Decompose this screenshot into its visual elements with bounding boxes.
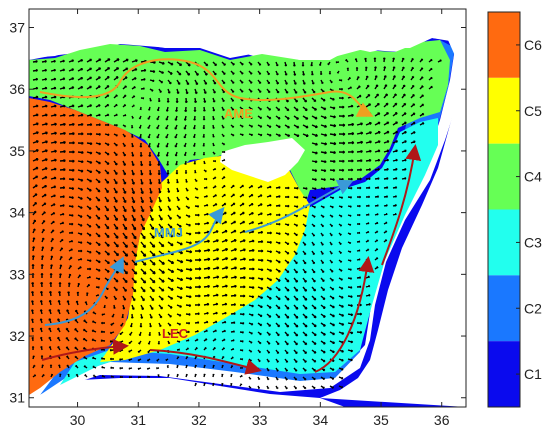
region-c2 [40,40,455,395]
y-tick-label: 36 [9,81,25,97]
levant-land [320,60,466,407]
lec-current-path [41,338,129,361]
region-c4 [29,40,450,205]
colorbar-label: C3 [524,234,542,250]
y-tick-label: 35 [9,143,25,159]
colorbar-label: C6 [524,37,542,53]
y-axis: 31 32 33 34 35 36 37 [9,20,466,406]
ame-current-path [39,58,374,117]
region-c6 [29,98,162,395]
lec-label: LEC [162,326,189,341]
colorbar-label: C2 [524,300,542,316]
x-tick-label: 35 [373,412,389,428]
x-tick-label: 30 [70,412,86,428]
colorbar: C6 C5 C4 C3 C2 C1 [487,11,542,408]
y-tick-label: 37 [9,20,25,36]
mmj-label: MMJ [154,225,183,240]
velocity-arrows [31,57,442,390]
plot-frame [28,8,467,408]
colorbar-swatch [488,143,520,210]
ame-label: AME [224,106,253,121]
lec-current-path-4 [381,144,422,266]
anatolia-land [29,9,466,60]
mmj-current-path [44,256,124,326]
colorbar-label: C1 [524,366,542,382]
region-c3 [60,118,438,385]
colorbar-swatch [488,275,520,342]
mmj-current-path-2 [134,206,225,263]
colorbar-label: C5 [524,103,542,119]
egypt-land [29,378,345,407]
sea-surface-classes: AME MMJ LEC [29,9,466,407]
y-tick-label: 32 [9,328,25,344]
colorbar-swatch [488,209,520,276]
lec-current-path-3 [314,256,375,373]
x-tick-label: 32 [191,412,207,428]
x-tick-label: 31 [130,412,146,428]
colorbar-swatch [488,341,520,407]
y-tick-label: 34 [9,205,25,221]
y-tick-label: 31 [9,390,25,406]
x-tick-label: 33 [252,412,268,428]
colorbar-frame [487,11,521,408]
x-axis: 30 31 32 33 34 35 36 [70,9,450,428]
y-tick-label: 33 [9,266,25,282]
x-tick-label: 34 [313,412,329,428]
colorbar-label: C4 [524,169,542,185]
colorbar-swatch [488,77,520,144]
x-tick-label: 36 [434,412,450,428]
velocity-field [31,57,442,390]
mmj-current-path-3 [244,179,354,233]
cyprus-land [220,138,305,182]
lec-current-path-2 [149,349,262,375]
colorbar-swatch [488,12,520,78]
